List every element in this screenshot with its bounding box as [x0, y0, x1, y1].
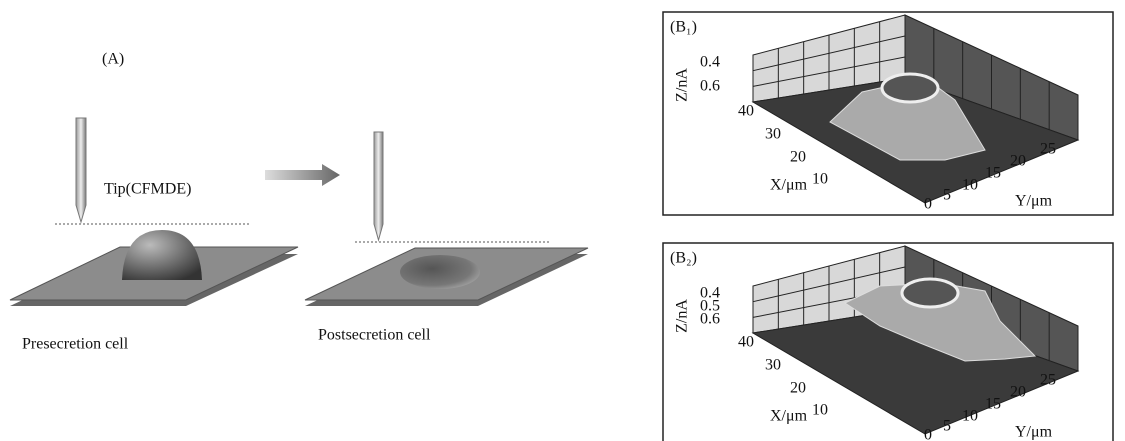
y-tick: 25: [1040, 141, 1056, 158]
tip-label: Tip(CFMDE): [104, 181, 191, 198]
x-tick: 30: [765, 357, 781, 374]
y-tick: 10: [962, 177, 978, 194]
y-tick: 15: [985, 396, 1001, 413]
y-tick: 25: [1040, 372, 1056, 389]
z-label: Z/nA: [674, 299, 691, 333]
tip: [374, 132, 383, 240]
cell-top: [902, 279, 958, 307]
figure: (A) Tip(CFMDE) Presecretion cell Postsecret…: [0, 0, 1125, 441]
y-axis-label: Y/μm: [1015, 424, 1053, 441]
panel-b: (B₁) Z/nA 0.4 0.6 40 30 20 10 05 10 15 20 25 X/μm Y/μm: [663, 12, 1113, 215]
x-tick: 30: [765, 126, 781, 143]
z-tick: 0.4: [700, 54, 720, 71]
x-axis-label: X/μm: [770, 177, 808, 194]
cell-label: Postsecretion cell: [318, 327, 431, 344]
x-tick: 20: [790, 149, 806, 166]
y-tick: 10: [962, 408, 978, 425]
panel-b: (B₂)Z/nA0.40.50.6403020100510152025X/μmY…: [663, 243, 1113, 441]
cell-label: Presecretion cell: [22, 336, 129, 353]
y-tick: 20: [1010, 153, 1026, 170]
y-tick: 15: [985, 165, 1001, 182]
arrow: [265, 164, 340, 186]
panel-label: (A): [102, 51, 124, 68]
z-tick: 0.6: [700, 311, 720, 328]
cell-top: [882, 74, 938, 102]
x-tick: 10: [812, 402, 828, 419]
dome-cell: [122, 230, 202, 280]
y-axis-label: Y/μm: [1015, 193, 1053, 210]
z-label: Z/nA: [674, 68, 691, 102]
x-tick: 40: [738, 334, 754, 351]
x-axis-label: X/μm: [770, 408, 808, 425]
panel-label: (B₂): [670, 250, 697, 267]
panels-b: (B₁)Z/nA0.40.6403020100510152025X/μmY/μm…: [663, 12, 1113, 441]
x-tick: 10: [812, 171, 828, 188]
x-tick: 20: [790, 380, 806, 397]
z-tick: 0.6: [700, 78, 720, 95]
y-tick: 5: [943, 187, 951, 204]
x-tick: 40: [738, 103, 754, 120]
x-tick: 0: [924, 427, 932, 441]
panel-label: (B₁): [670, 19, 697, 36]
tip: [76, 118, 86, 222]
y-tick: 20: [1010, 384, 1026, 401]
y-tick: 5: [943, 418, 951, 435]
flat-cell: [400, 255, 480, 289]
panel-a: (A) Tip(CFMDE) Presecretion cell Postsecret…: [10, 51, 588, 353]
x-tick: 0: [924, 196, 932, 213]
